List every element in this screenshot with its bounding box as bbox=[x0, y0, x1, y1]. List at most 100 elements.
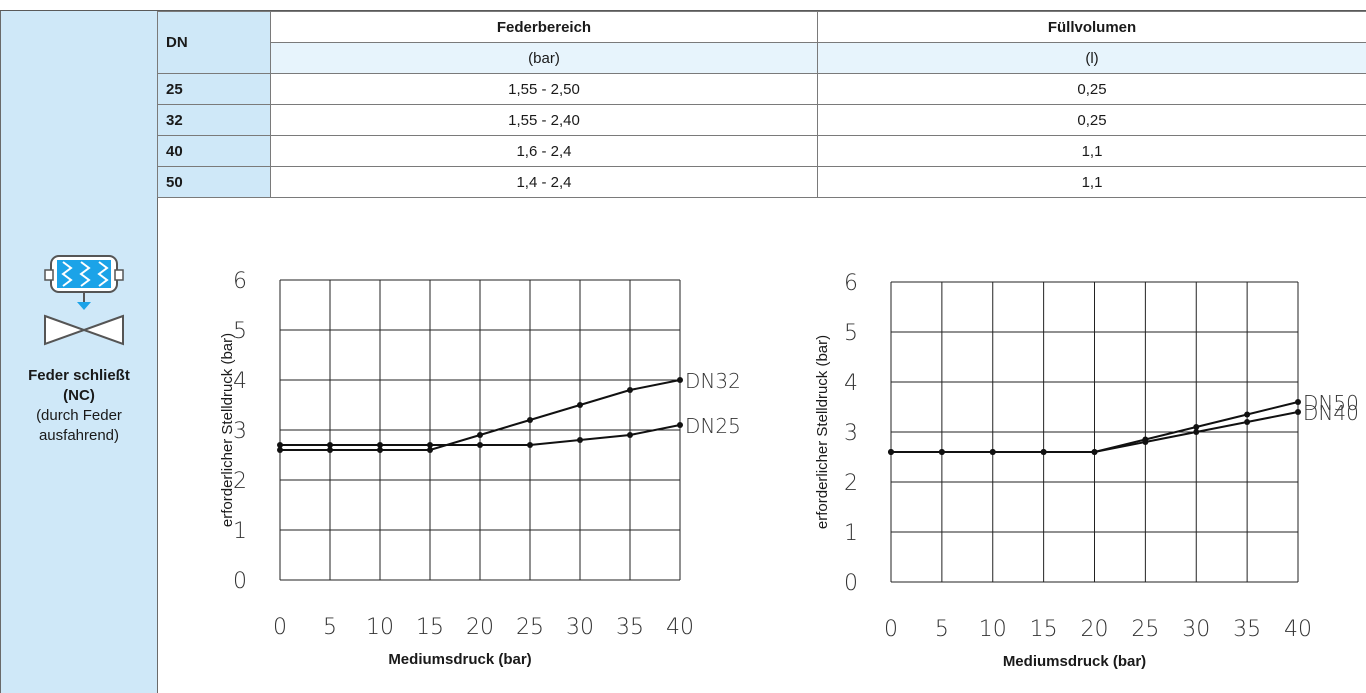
data-point bbox=[577, 402, 583, 408]
fill-volume-header: Füllvolumen bbox=[817, 11, 1366, 43]
mode-subtitle: (durch Feder ausfahrend) bbox=[1, 406, 157, 446]
x-tick-label: 10 bbox=[366, 615, 394, 640]
x-tick-label: 25 bbox=[1131, 617, 1159, 642]
y-tick-label: 4 bbox=[233, 369, 247, 394]
series-label: DN25 bbox=[685, 414, 741, 438]
y-tick-label: 1 bbox=[233, 519, 247, 544]
data-point bbox=[677, 377, 683, 383]
data-point bbox=[627, 387, 633, 393]
x-tick-label: 0 bbox=[884, 617, 898, 642]
y-tick-label: 5 bbox=[844, 321, 858, 346]
fill-volume-cell: 1,1 bbox=[817, 135, 1366, 167]
table-header-row: DN Federbereich Füllvolumen bbox=[157, 11, 1366, 74]
x-tick-label: 5 bbox=[935, 617, 949, 642]
spring-close-valve-icon bbox=[44, 255, 124, 346]
data-point bbox=[377, 447, 383, 453]
mode-title-line2: (NC) bbox=[63, 387, 95, 404]
fill-volume-cell: 0,25 bbox=[817, 73, 1366, 105]
data-point bbox=[277, 442, 283, 448]
table-row: 40 1,6 - 2,4 1,1 bbox=[157, 135, 1366, 167]
data-point bbox=[989, 449, 996, 455]
y-tick-label: 4 bbox=[844, 371, 858, 396]
series-label: DN32 bbox=[685, 369, 741, 393]
mode-title: Feder schließt (NC) bbox=[1, 366, 157, 406]
sidebar-column: Feder schließt (NC) (durch Feder ausfahr… bbox=[0, 11, 158, 693]
series-label: DN50 bbox=[1303, 391, 1359, 415]
x-tick-label: 35 bbox=[616, 615, 644, 640]
y-tick-label: 3 bbox=[233, 419, 247, 444]
x-tick-label: 10 bbox=[979, 617, 1007, 642]
y-axis-label: erforderlicher Stelldruck (bar) bbox=[219, 333, 236, 527]
y-tick-label: 6 bbox=[844, 271, 858, 296]
data-point bbox=[527, 417, 533, 423]
spring-range-cell: 1,55 - 2,50 bbox=[270, 73, 818, 105]
mode-subtitle-line2: ausfahrend) bbox=[38, 427, 120, 444]
data-point bbox=[888, 449, 894, 455]
x-tick-label: 5 bbox=[323, 615, 337, 640]
spring-range-cell: 1,4 - 2,4 bbox=[270, 166, 818, 198]
spec-table: DN Federbereich Füllvolumen (bar) (l) 25… bbox=[157, 11, 1366, 198]
data-point bbox=[477, 432, 483, 438]
data-point bbox=[627, 432, 633, 438]
dn-cell: 50 bbox=[157, 166, 271, 198]
table-unit-row: (bar) (l) bbox=[158, 42, 1366, 74]
data-point bbox=[577, 437, 583, 443]
data-point bbox=[1244, 419, 1251, 425]
data-point bbox=[527, 442, 533, 448]
x-tick-label: 20 bbox=[466, 615, 494, 640]
y-tick-label: 0 bbox=[844, 571, 858, 596]
x-tick-label: 0 bbox=[273, 615, 287, 640]
spring-range-cell: 1,55 - 2,40 bbox=[270, 104, 818, 136]
data-point bbox=[427, 447, 433, 453]
y-tick-label: 2 bbox=[233, 469, 247, 494]
y-tick-label: 5 bbox=[233, 319, 247, 344]
fill-volume-cell: 1,1 bbox=[817, 166, 1366, 198]
charts-area: 0 5 10 15 20 25 30 35 40 0 1 2 3 4 5 6 Mediumsdruck (bar… bbox=[157, 234, 1366, 693]
spring-range-unit: (bar) bbox=[270, 42, 818, 74]
data-point bbox=[1295, 409, 1301, 415]
x-axis-label: Mediumsdruck (bar) bbox=[388, 651, 531, 668]
mode-subtitle-line1: (durch Feder bbox=[36, 407, 122, 424]
y-tick-label: 3 bbox=[844, 421, 858, 446]
fill-volume-cell: 0,25 bbox=[817, 104, 1366, 136]
spring-range-header: Federbereich bbox=[270, 11, 818, 43]
table-row: 32 1,55 - 2,40 0,25 bbox=[157, 104, 1366, 136]
data-point bbox=[1142, 439, 1149, 445]
x-tick-label: 35 bbox=[1233, 617, 1261, 642]
data-point bbox=[938, 449, 945, 455]
spring-range-cell: 1,6 - 2,4 bbox=[270, 135, 818, 167]
data-point bbox=[477, 442, 483, 448]
dn-cell: 25 bbox=[157, 73, 271, 105]
data-point bbox=[1244, 411, 1251, 418]
y-axis-label: erforderlicher Stelldruck (bar) bbox=[814, 335, 831, 529]
pressure-chart-right: 0 5 10 15 20 25 30 35 40 0 1 2 3 4 5 6 Mediumsdruck (bar… bbox=[814, 271, 1359, 670]
x-tick-label: 40 bbox=[666, 615, 694, 640]
table-row: 25 1,55 - 2,50 0,25 bbox=[157, 73, 1366, 105]
fill-volume-unit: (l) bbox=[817, 42, 1366, 74]
x-tick-label: 15 bbox=[416, 615, 444, 640]
dn-cell: 40 bbox=[157, 135, 271, 167]
pressure-chart-left: 0 5 10 15 20 25 30 35 40 0 1 2 3 4 5 6 Mediumsdruck (bar… bbox=[219, 269, 741, 668]
x-tick-label: 20 bbox=[1081, 617, 1109, 642]
data-point bbox=[1295, 399, 1301, 405]
data-point bbox=[377, 442, 383, 448]
top-strip bbox=[0, 0, 1366, 11]
data-point bbox=[1040, 449, 1047, 455]
data-point bbox=[327, 447, 333, 453]
x-tick-label: 30 bbox=[1182, 617, 1210, 642]
x-tick-label: 40 bbox=[1284, 617, 1312, 642]
y-tick-label: 6 bbox=[233, 269, 247, 294]
mode-title-line1: Feder schließt bbox=[28, 367, 130, 384]
x-tick-label: 30 bbox=[566, 615, 594, 640]
y-tick-label: 2 bbox=[844, 471, 858, 496]
x-tick-label: 25 bbox=[516, 615, 544, 640]
x-tick-label: 15 bbox=[1030, 617, 1058, 642]
data-point bbox=[677, 422, 683, 428]
x-axis-label: Mediumsdruck (bar) bbox=[1003, 653, 1146, 670]
data-point bbox=[1193, 424, 1200, 430]
data-point bbox=[1193, 429, 1200, 435]
dn-cell: 32 bbox=[157, 104, 271, 136]
table-row: 50 1,4 - 2,4 1,1 bbox=[157, 166, 1366, 198]
data-point bbox=[427, 442, 433, 448]
data-point bbox=[277, 447, 283, 453]
